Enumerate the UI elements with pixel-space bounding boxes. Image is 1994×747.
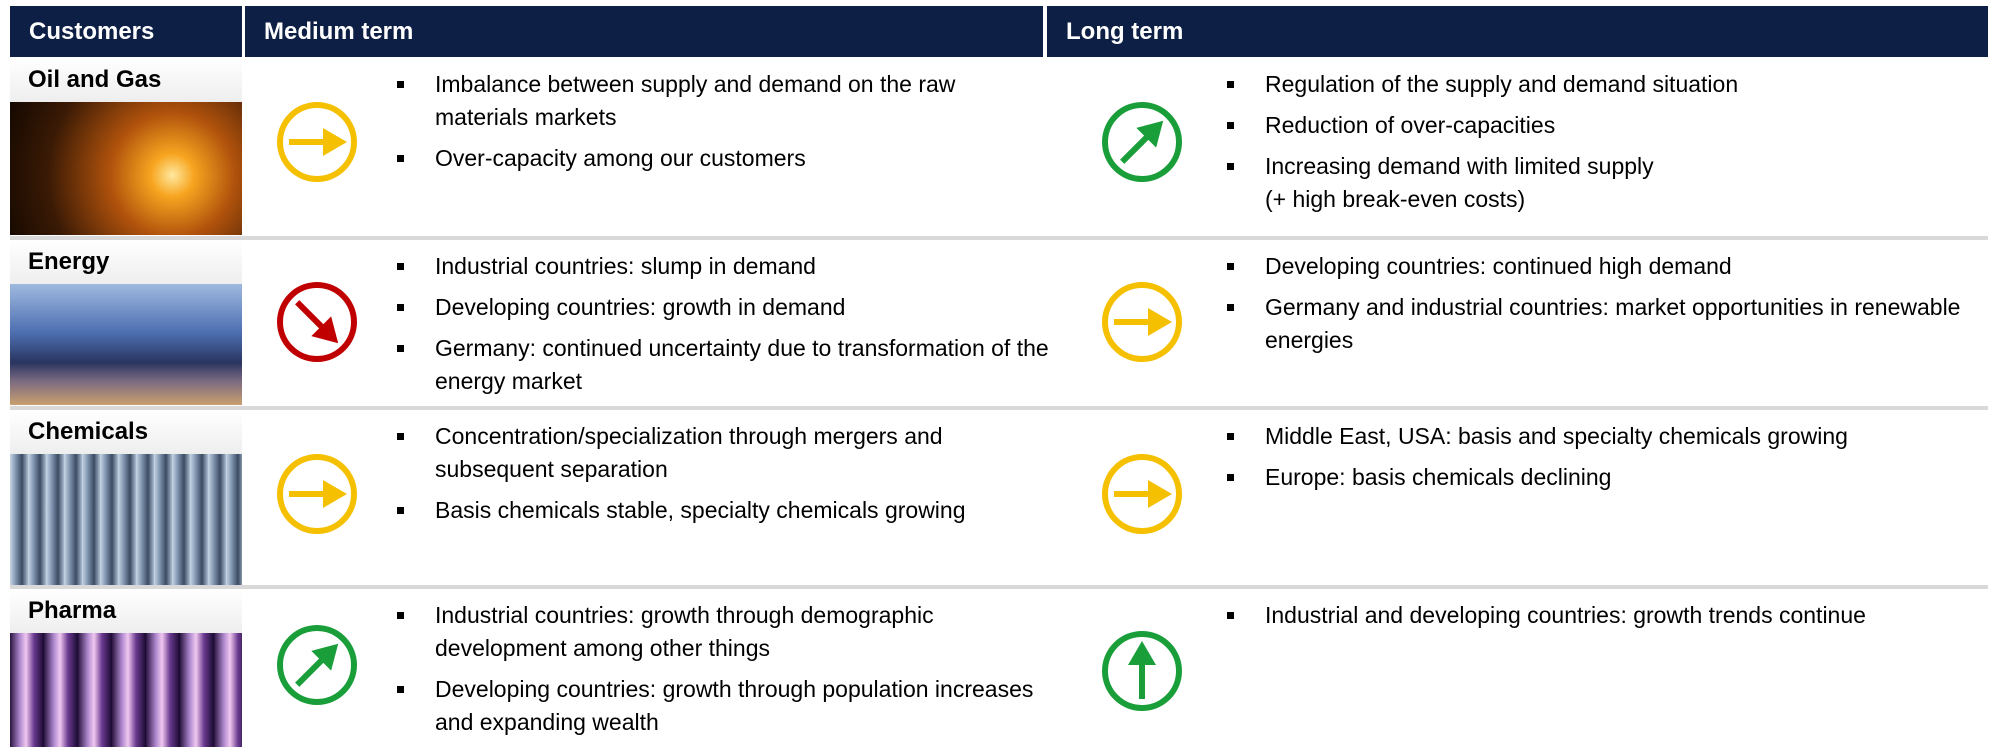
row-separator	[10, 236, 1988, 240]
label-bg	[10, 240, 242, 284]
bullet: Increasing demand with limited supply (+…	[1225, 150, 1994, 216]
header-long: Long term	[1047, 6, 1988, 57]
bullet: Industrial and developing countries: gro…	[1225, 599, 1994, 632]
bullet: Developing countries: growth in demand	[395, 291, 1055, 324]
customer-image	[10, 454, 242, 585]
trend-icon	[1100, 100, 1184, 184]
row: Energy Industrial countries: slump in de…	[10, 240, 1988, 405]
trend-icon	[275, 100, 359, 184]
bullet: Europe: basis chemicals declining	[1225, 461, 1994, 494]
customer-cell: Energy	[10, 240, 242, 405]
bullet: Germany and industrial countries: market…	[1225, 291, 1994, 357]
header-customers: Customers	[10, 6, 242, 57]
customer-name: Oil and Gas	[28, 66, 162, 93]
customer-name: Energy	[28, 248, 110, 275]
label-bg	[10, 410, 242, 454]
bullet: Basis chemicals stable, specialty chemic…	[395, 494, 1055, 527]
long-list: Middle East, USA: basis and specialty ch…	[1225, 420, 1994, 502]
trend-icon	[1100, 280, 1184, 364]
row-separator	[10, 585, 1988, 589]
row: Chemicals Concentration/specialization t…	[10, 410, 1988, 585]
trend-icon	[275, 452, 359, 536]
medium-list: Industrial countries: slump in demand De…	[395, 250, 1055, 406]
bullet: Concentration/specialization through mer…	[395, 420, 1055, 486]
trend-icon	[1100, 629, 1184, 713]
customer-image	[10, 102, 242, 235]
bullet: Regulation of the supply and demand situ…	[1225, 68, 1994, 101]
bullet: Over-capacity among our customers	[395, 142, 1055, 175]
bullet: Developing countries: growth through pop…	[395, 673, 1055, 739]
row-separator	[10, 406, 1988, 410]
trend-icon	[275, 280, 359, 364]
bullet: Germany: continued uncertainty due to tr…	[395, 332, 1055, 398]
row: Oil and Gas Imbalance between supply and…	[10, 58, 1988, 235]
long-list: Regulation of the supply and demand situ…	[1225, 68, 1994, 224]
trend-icon	[275, 623, 359, 707]
bullet: Reduction of over-capacities	[1225, 109, 1994, 142]
long-list: Developing countries: continued high dem…	[1225, 250, 1994, 365]
customer-cell: Pharma	[10, 589, 242, 747]
customer-image	[10, 633, 242, 747]
label-bg	[10, 589, 242, 633]
customer-name: Chemicals	[28, 418, 149, 445]
medium-list: Concentration/specialization through mer…	[395, 420, 1055, 535]
medium-list: Imbalance between supply and demand on t…	[395, 68, 1055, 183]
long-list: Industrial and developing countries: gro…	[1225, 599, 1994, 640]
row: Pharma Industrial countries: growth thro…	[10, 589, 1988, 747]
medium-list: Industrial countries: growth through dem…	[395, 599, 1055, 747]
bullet: Industrial countries: growth through dem…	[395, 599, 1055, 665]
customer-name: Pharma	[28, 597, 117, 624]
bullet: Middle East, USA: basis and specialty ch…	[1225, 420, 1994, 453]
customer-cell: Oil and Gas	[10, 58, 242, 235]
customer-cell: Chemicals	[10, 410, 242, 585]
label-bg	[10, 58, 242, 102]
header-medium: Medium term	[245, 6, 1043, 57]
bullet: Industrial countries: slump in demand	[395, 250, 1055, 283]
bullet: Imbalance between supply and demand on t…	[395, 68, 1055, 134]
trend-icon	[1100, 452, 1184, 536]
customer-image	[10, 284, 242, 405]
bullet: Developing countries: continued high dem…	[1225, 250, 1994, 283]
